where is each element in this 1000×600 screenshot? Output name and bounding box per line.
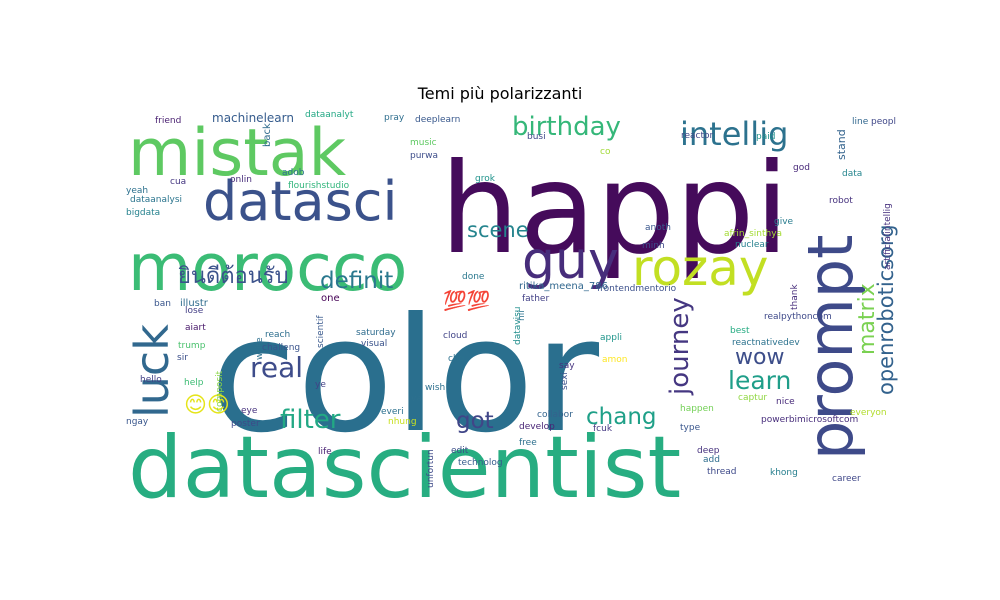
word-99: ngay [126,417,149,427]
word-106: technolog [458,458,503,468]
word-104: free [519,438,537,448]
word-34: adob [282,168,305,178]
word-85: wish [425,383,445,393]
word-43: data [842,169,862,179]
word-59: one [321,293,340,304]
word-52: minh [642,241,665,251]
word-38: purwa [410,151,438,161]
word-98: poster [231,419,260,429]
word-71: scientif [316,315,326,348]
word-30: busi [527,132,546,142]
word-93: eye [241,406,258,416]
word-14: journey [665,297,695,396]
word-27: dataanalyt [305,110,354,120]
word-56: done [462,272,485,282]
word-51: give [774,217,794,227]
word-13: matrix [855,283,880,355]
word-70: write [255,337,265,360]
word-84: ye [315,380,326,390]
word-88: captur [738,393,767,403]
word-26: machinelearn [212,111,294,125]
word-65: aiart [185,323,206,333]
word-63: ban [154,299,171,309]
word-101: type [680,423,701,433]
word-66: reach [265,330,290,340]
word-58: frontendmentorio [597,284,677,294]
word-47: dataanalysi [130,195,182,205]
word-78: reactnativedev [732,338,800,348]
word-105: edit [451,446,469,456]
word-17: filter [280,405,341,435]
word-94: everi [381,407,404,417]
word-48: bigdata [126,208,160,218]
word-102: powerbimicrosoftcom [761,415,858,425]
word-42: stand [835,129,848,160]
word-21: got [456,408,494,434]
word-73: visual [361,339,387,349]
word-40: co [600,147,611,157]
word-18: scene [467,218,529,242]
word-68: trump [178,341,206,351]
word-72: saturday [356,328,396,338]
word-9: luck [125,324,179,418]
word-74: cloud [443,331,467,341]
word-89: nice [776,397,795,407]
word-115: peopl [871,117,896,127]
word-67: challeng [262,343,300,353]
word-69: sir [177,353,188,363]
word-35: music [410,138,437,148]
word-81: cho [448,354,465,364]
word-86: say [559,361,575,371]
word-109: thread [707,467,737,477]
word-50: afrin_sinthya [724,229,782,239]
word-96: collabor [537,410,573,420]
word-19: learn [728,366,791,395]
word-112: life [318,447,332,457]
word-114: deeplearn [415,115,460,125]
word-90: va [411,394,422,404]
word-103: fcuk [593,424,613,434]
word-60: father [522,294,549,304]
word-64: lose [185,306,204,316]
word-77: best [730,326,750,336]
word-28: friend [155,116,181,126]
word-108: add [703,455,720,465]
word-87: sexi [560,372,570,390]
word-45: cua [170,177,186,187]
word-55: thank [790,284,800,310]
word-110: khong [770,468,798,478]
word-22: wow [735,345,784,370]
word-36: onlin [230,175,252,185]
word-80: amon [602,355,628,365]
word-49: anoth [645,223,671,233]
word-83: help [184,378,204,388]
word-57: ritika_meena_786 [519,281,608,292]
word-15: definit [320,268,393,294]
word-53: nuclear [735,240,769,250]
word-76: appli [600,333,622,343]
word-91: happen [680,404,714,414]
word-92: composit [215,370,225,412]
word-97: develop [519,422,555,432]
word-44: robot [829,196,853,206]
word-79: realpythoncom [764,312,832,322]
word-32: paid [756,132,775,142]
word-25: 💯💯 [443,289,491,312]
word-37: flourishstudio [288,181,350,191]
word-116: line [852,117,869,127]
word-23: ยินดีต้อนรับ [178,264,289,289]
word-82: hello [140,375,162,385]
word-54: artificialintellig [883,203,893,270]
word-29: pray [384,113,405,123]
word-33: back [262,123,273,147]
word-111: career [832,474,861,484]
word-41: god [793,163,810,173]
word-113: unfortun [426,449,436,488]
word-75: datavisu [513,307,523,346]
word-39: grok [475,174,496,184]
word-31: reactor [681,131,714,141]
word-95: nhung [388,417,417,427]
